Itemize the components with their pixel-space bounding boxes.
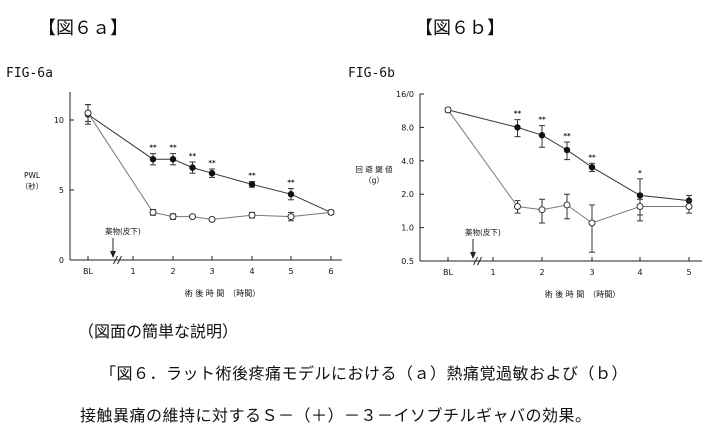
data-point-filled (637, 192, 643, 198)
data-point-open (445, 107, 451, 113)
significance-label: ** (514, 110, 522, 118)
data-point-filled (564, 147, 570, 153)
significance-label: ** (538, 116, 546, 124)
x-tick-label: BL (443, 268, 453, 277)
data-point-filled (539, 132, 545, 138)
caption-line-1: 「図６．ラット術後疼痛モデルにおける（ａ）熱痛覚過敏および（ｂ） (100, 360, 628, 384)
data-point-open (686, 203, 692, 209)
y-axis-title: （g） (364, 176, 384, 185)
y-tick-label: 1.0 (401, 224, 414, 233)
caption-heading: （図面の簡単な説明） (78, 318, 238, 342)
x-tick-label: 2 (539, 268, 544, 277)
data-point-open (539, 207, 545, 213)
series-line-filled (448, 110, 689, 201)
x-tick-label: 5 (686, 268, 691, 277)
drug-arrow-head (470, 252, 476, 259)
significance-label: ** (563, 132, 571, 140)
data-point-filled (589, 164, 595, 170)
y-tick-label: 8.0 (401, 123, 414, 132)
y-tick-label: 0.5 (401, 257, 414, 266)
data-point-open (564, 202, 570, 208)
data-point-open (589, 220, 595, 226)
data-point-filled (514, 124, 520, 130)
drug-annotation: 薬物(皮下) (465, 227, 501, 237)
significance-label: ** (588, 153, 596, 161)
x-tick-label: 3 (589, 268, 594, 277)
x-axis-title: 術 後 時 間 （時間） (545, 289, 621, 299)
data-point-open (515, 203, 521, 209)
y-tick-label: 16/0 (396, 90, 414, 99)
y-tick-label: 2.0 (401, 190, 414, 199)
data-point-open (637, 203, 643, 209)
x-tick-label: 1 (490, 268, 495, 277)
y-tick-label: 4.0 (401, 157, 414, 166)
caption-line-2: 接触異痛の維持に対するＳ－（＋）－３－イソブチルギャバの効果。 (80, 402, 592, 426)
x-tick-label: 4 (637, 268, 642, 277)
y-axis-title: 回 避 閾 値 (355, 164, 393, 174)
significance-label: * (638, 169, 642, 177)
